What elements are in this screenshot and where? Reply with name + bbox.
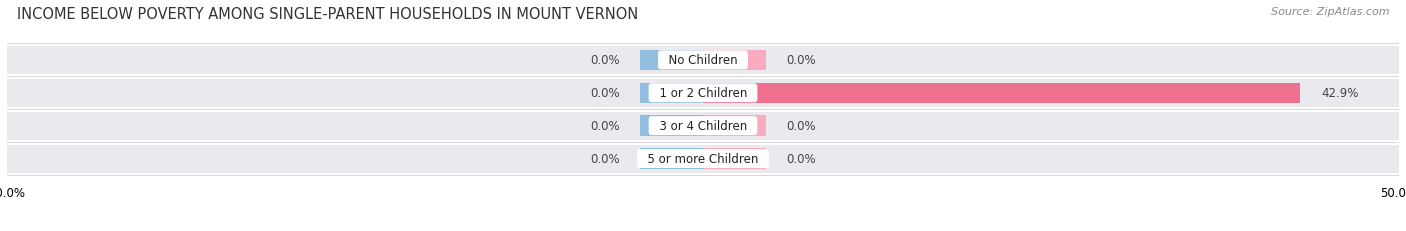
- Bar: [703, 50, 766, 71]
- Text: 1 or 2 Children: 1 or 2 Children: [651, 87, 755, 100]
- Bar: [640, 50, 703, 71]
- Text: 0.0%: 0.0%: [786, 120, 815, 133]
- Text: 5 or more Children: 5 or more Children: [640, 152, 766, 165]
- Text: No Children: No Children: [661, 54, 745, 67]
- Text: INCOME BELOW POVERTY AMONG SINGLE-PARENT HOUSEHOLDS IN MOUNT VERNON: INCOME BELOW POVERTY AMONG SINGLE-PARENT…: [17, 7, 638, 22]
- Bar: [7, 145, 1399, 173]
- Bar: [640, 116, 703, 136]
- Text: 3 or 4 Children: 3 or 4 Children: [651, 120, 755, 133]
- Text: 42.9%: 42.9%: [1322, 87, 1358, 100]
- Text: 0.0%: 0.0%: [591, 54, 620, 67]
- Bar: [703, 83, 1301, 103]
- Text: 0.0%: 0.0%: [591, 152, 620, 165]
- Bar: [7, 79, 1399, 107]
- Bar: [703, 116, 766, 136]
- Bar: [640, 149, 703, 169]
- Bar: [640, 83, 703, 103]
- Text: 0.0%: 0.0%: [786, 152, 815, 165]
- Bar: [7, 112, 1399, 140]
- Bar: [7, 47, 1399, 74]
- Text: 0.0%: 0.0%: [786, 54, 815, 67]
- Text: 0.0%: 0.0%: [591, 87, 620, 100]
- Text: 0.0%: 0.0%: [591, 120, 620, 133]
- Text: Source: ZipAtlas.com: Source: ZipAtlas.com: [1271, 7, 1389, 17]
- Bar: [703, 149, 766, 169]
